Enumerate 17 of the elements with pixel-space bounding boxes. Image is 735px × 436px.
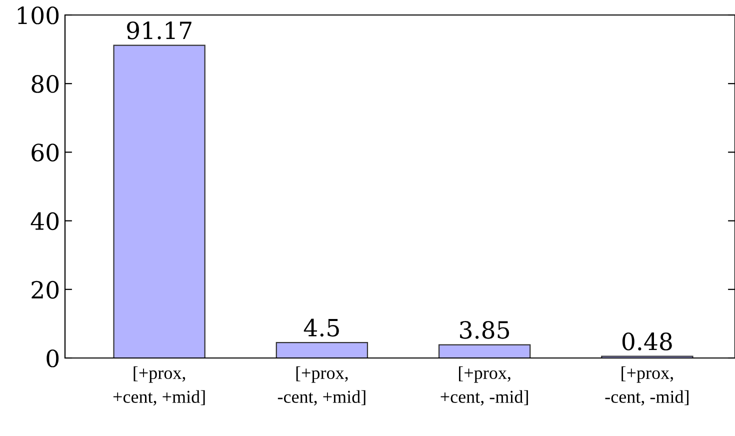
y-tick-label: 40: [30, 212, 59, 230]
data-label: 91.17: [127, 21, 192, 40]
x-tick-label: [+prox, -cent, -mid]: [605, 366, 688, 406]
data-label: 3.85: [460, 320, 510, 339]
data-label: 4.5: [304, 318, 339, 337]
x-tick-label: [+prox, -cent, +mid]: [278, 366, 366, 406]
data-label: 0.48: [622, 332, 672, 350]
y-tick-label: 20: [32, 280, 59, 299]
y-tick-label: 60: [32, 144, 59, 162]
y-tick-label: 0: [46, 349, 59, 368]
y-tick-label: 80: [32, 75, 59, 93]
bar: [438, 344, 531, 358]
y-tick-label: 100: [18, 6, 59, 24]
bar: [276, 342, 368, 358]
bar: [113, 44, 206, 358]
x-tick-label: [+prox, +cent, +mid]: [113, 366, 205, 406]
x-tick-label: [+prox, +cent, -mid]: [440, 366, 528, 406]
